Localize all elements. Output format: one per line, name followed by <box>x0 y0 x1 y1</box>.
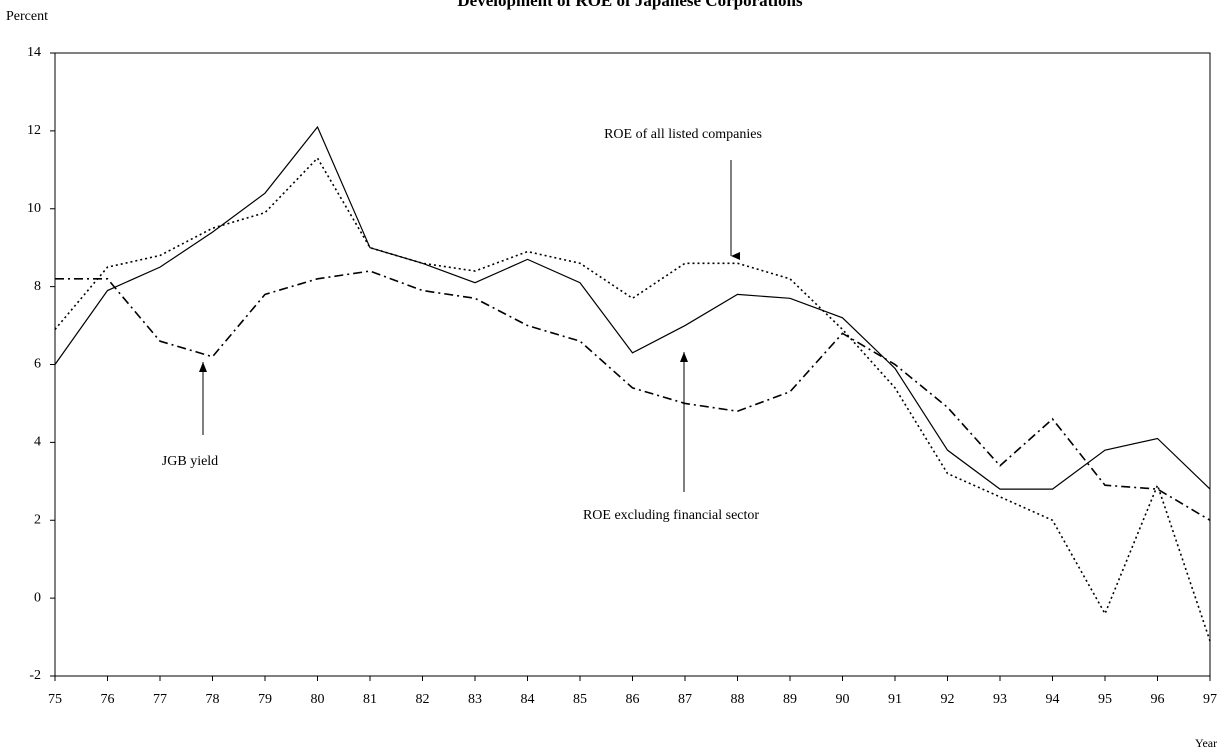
y-axis-label: Percent <box>6 9 48 24</box>
x-axis-label: Year <box>1195 736 1217 750</box>
x-tick-label: 75 <box>48 692 62 707</box>
series-line <box>54 125 1211 490</box>
y-tick-label: -2 <box>29 668 41 683</box>
x-tick-label: 76 <box>101 692 115 707</box>
y-tick-label: 12 <box>27 123 41 138</box>
y-tick-label: 4 <box>34 435 41 450</box>
chart-title: Development of ROE of Japanese Corporati… <box>457 0 803 10</box>
y-tick-label: 14 <box>27 45 41 60</box>
x-tick-label: 96 <box>1151 692 1165 707</box>
x-tick-label: 80 <box>311 692 325 707</box>
x-tick-label: 92 <box>941 692 955 707</box>
series-annotation: ROE of all listed companies <box>604 127 762 142</box>
x-tick-label: 86 <box>626 692 640 707</box>
x-tick-label: 82 <box>416 692 430 707</box>
x-tick-label: 83 <box>468 692 482 707</box>
y-tick-label: 10 <box>27 201 41 216</box>
arrowhead <box>680 352 688 362</box>
x-tick-label: 97 <box>1203 692 1217 707</box>
series-annotation: JGB yield <box>162 454 218 469</box>
y-tick-label: 0 <box>34 590 41 605</box>
x-tick-label: 78 <box>206 692 220 707</box>
x-tick-label: 95 <box>1098 692 1112 707</box>
series-line <box>55 270 1211 521</box>
series-line <box>54 156 1211 642</box>
x-tick-label: 94 <box>1046 692 1060 707</box>
x-tick-label: 91 <box>888 692 902 707</box>
x-tick-label: 84 <box>521 692 535 707</box>
x-tick-label: 90 <box>836 692 850 707</box>
y-tick-label: 6 <box>34 357 41 372</box>
y-tick-label: 2 <box>34 512 41 527</box>
series-annotation: ROE excluding financial sector <box>583 508 759 523</box>
x-tick-label: 88 <box>731 692 745 707</box>
x-tick-label: 93 <box>993 692 1007 707</box>
y-tick-label: 8 <box>34 279 41 294</box>
arrowhead <box>199 362 207 372</box>
x-tick-label: 85 <box>573 692 587 707</box>
x-tick-label: 89 <box>783 692 797 707</box>
x-tick-label: 77 <box>153 692 167 707</box>
x-tick-label: 87 <box>678 692 692 707</box>
x-tick-label: 79 <box>258 692 272 707</box>
plot-frame <box>54 52 1211 677</box>
x-tick-label: 81 <box>363 692 377 707</box>
